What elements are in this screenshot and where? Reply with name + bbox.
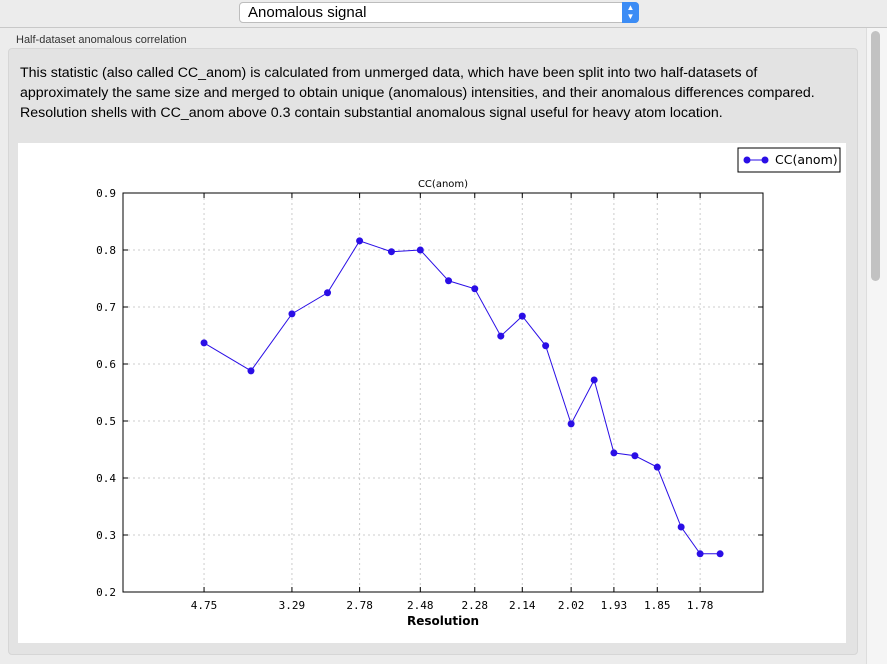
vertical-scrollbar[interactable]	[866, 28, 887, 664]
data-point	[416, 246, 424, 254]
data-point	[696, 550, 704, 558]
y-tick-label: 0.9	[96, 187, 116, 200]
x-tick-label: 2.78	[346, 599, 373, 612]
data-point	[518, 312, 526, 320]
top-bar: Anomalous signal ▲ ▼	[0, 0, 887, 28]
chart-title: CC(anom)	[418, 179, 468, 190]
data-point	[542, 342, 550, 350]
cc-anom-chart: CC(anom) Resolution 0.2 0.3 0.4 0.5 0.6 0.7 0.…	[96, 147, 841, 628]
data-point	[471, 285, 479, 293]
legend-label: CC(anom)	[775, 152, 838, 167]
y-tick-label: 0.6	[96, 358, 116, 371]
updown-chevron-icon[interactable]: ▲ ▼	[622, 2, 639, 23]
y-tick-label: 0.8	[96, 244, 116, 257]
data-point	[610, 449, 618, 457]
scrollbar-thumb[interactable]	[871, 31, 880, 281]
x-tick-label: 1.93	[601, 599, 628, 612]
series-line	[203, 240, 721, 555]
data-point	[716, 550, 724, 558]
x-tick-label: 2.48	[407, 599, 434, 612]
y-tick-label: 0.2	[96, 586, 116, 599]
data-point	[567, 420, 575, 428]
data-point	[247, 367, 255, 375]
x-tick-label: 3.29	[279, 599, 306, 612]
data-point	[445, 277, 453, 285]
legend-marker	[761, 156, 769, 164]
x-tick-label: 2.14	[509, 599, 536, 612]
plot-frame	[122, 192, 764, 593]
x-tick-label: 2.02	[558, 599, 585, 612]
y-tick-label: 0.3	[96, 529, 116, 542]
group-label: Half-dataset anomalous correlation	[16, 34, 187, 46]
data-point	[631, 452, 639, 460]
y-tick-label: 0.4	[96, 472, 116, 485]
legend: CC(anom)	[737, 147, 841, 173]
chart-canvas: CC(anom) Resolution 0.2 0.3 0.4 0.5 0.6 0.7 0.…	[18, 143, 846, 643]
data-point	[324, 289, 332, 297]
data-point	[590, 376, 598, 384]
data-point	[653, 463, 661, 471]
data-point	[497, 332, 505, 340]
data-point	[356, 237, 364, 245]
x-tick-label: 4.75	[191, 599, 218, 612]
data-point	[288, 310, 296, 318]
y-tick-label: 0.5	[96, 415, 116, 428]
x-tick-label: 1.78	[687, 599, 714, 612]
data-point	[200, 339, 208, 347]
description-text: This statistic (also called CC_anom) is …	[20, 65, 815, 121]
data-point	[387, 248, 395, 256]
section-selector-dropdown[interactable]: Anomalous signal ▲ ▼	[239, 2, 639, 23]
x-tick-label: 2.28	[462, 599, 489, 612]
data-point	[677, 523, 685, 531]
y-tick-label: 0.7	[96, 301, 116, 314]
x-axis-label: Resolution	[407, 614, 479, 628]
selector-value: Anomalous signal	[248, 4, 367, 21]
legend-marker	[743, 156, 751, 164]
x-tick-label: 1.85	[644, 599, 671, 612]
